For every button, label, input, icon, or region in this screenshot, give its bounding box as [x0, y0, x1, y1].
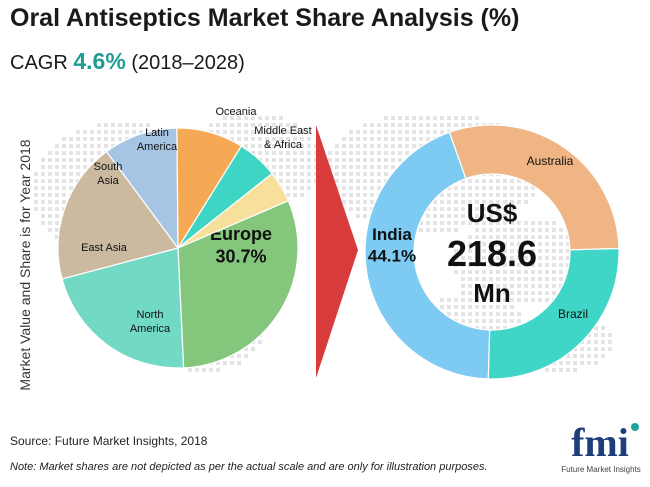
pie-slice-south-asia — [105, 127, 179, 250]
donut-slice-india — [364, 131, 491, 380]
region-pie-chart: Europe 30.7% North America East Asia South Asi… — [57, 106, 312, 369]
pie-label-oceania: Oceania — [216, 106, 258, 118]
pie-slice-middle-east-and-africa — [177, 172, 290, 249]
donut-center-unit: Mn — [473, 278, 511, 308]
donut-label-india: India 44.1% — [368, 225, 416, 265]
donut-center-currency: US$ — [467, 198, 518, 228]
pie-label-middle-east-and-africa: Middle East & Africa — [254, 125, 311, 151]
arrow-icon — [316, 125, 358, 378]
donut-label-australia: Australia — [527, 154, 574, 168]
pie-label-latin-america: Latin America — [137, 127, 178, 153]
donut-center-value: US$ 218.6 Mn — [447, 198, 537, 308]
fmi-logo-text: fmi — [571, 420, 629, 465]
pie-slice-europe — [177, 199, 299, 369]
fmi-logo-subtext: Future Market Insights — [561, 465, 641, 474]
page-title: Oral Antiseptics Market Share Analysis (… — [10, 4, 520, 32]
pie-label-east-asia: East Asia — [81, 242, 128, 254]
cagr-period: (2018–2028) — [131, 52, 245, 74]
note-text: Note: Market shares are not depicted as … — [10, 461, 488, 473]
pie-slice-east-asia — [57, 150, 180, 280]
country-donut-chart: India 44.1% Australia Brazil — [364, 124, 620, 380]
fmi-logo: fmi Future Market Insights — [561, 420, 641, 474]
pie-label-north-america: North America — [130, 309, 171, 335]
donut-slice-brazil — [487, 247, 620, 380]
cagr-label: CAGR — [10, 52, 68, 74]
cagr-value: 4.6% — [73, 48, 126, 74]
donut-slice-australia — [448, 124, 620, 251]
donut-label-brazil: Brazil — [558, 307, 588, 321]
pie-label-south-asia: South Asia — [94, 161, 123, 187]
source-text: Source: Future Market Insights, 2018 — [10, 434, 208, 448]
donut-center-amount: 218.6 — [447, 233, 537, 274]
cagr-line: CAGR 4.6% (2018–2028) — [10, 48, 245, 75]
pie-label-europe: Europe 30.7% — [210, 224, 272, 267]
pie-slice-north-america — [61, 247, 185, 369]
